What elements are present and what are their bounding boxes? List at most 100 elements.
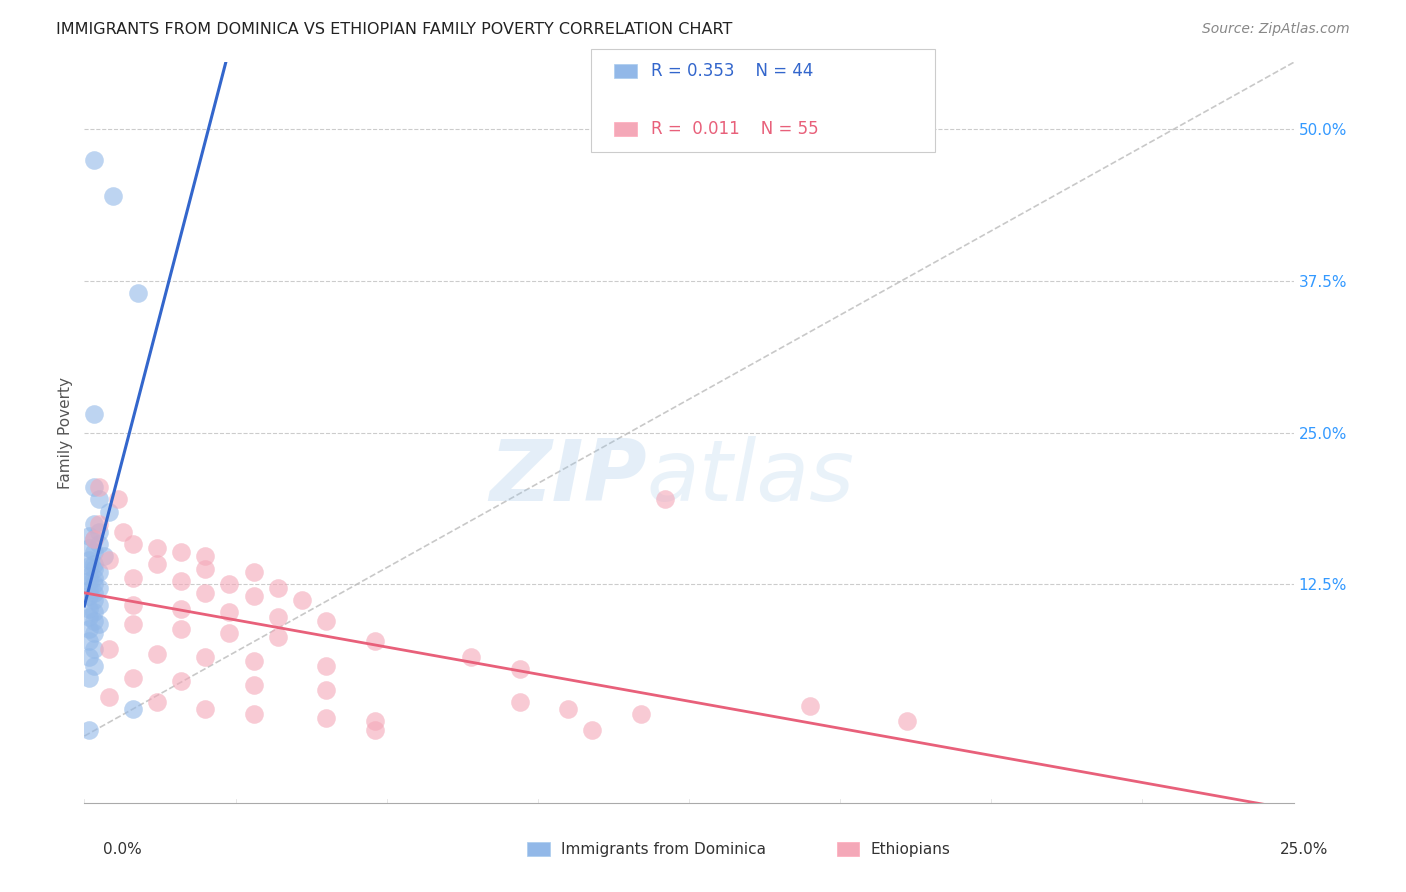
Text: 0.0%: 0.0% [103,842,142,856]
Point [127,286,149,301]
Point [83,544,105,558]
Point [77,559,100,574]
Point [363,714,385,729]
Point [77,634,100,648]
Point [77,541,100,555]
Point [218,577,240,591]
Point [87,492,110,507]
Point [315,658,337,673]
Point [83,480,105,494]
Point [83,641,105,656]
Point [121,671,143,685]
Point [83,577,105,591]
Point [654,492,676,507]
Point [630,707,652,722]
Point [77,569,100,583]
Point [315,682,337,697]
Point [267,581,290,595]
Point [87,565,110,579]
Point [83,593,105,607]
Point [509,695,531,709]
Point [77,723,100,737]
Point [83,533,105,547]
Text: atlas: atlas [647,435,855,518]
Point [97,504,120,518]
Point [77,601,100,615]
Point [87,598,110,612]
Point [87,537,110,551]
Point [77,610,100,624]
Point [83,571,105,585]
Point [581,723,603,737]
Point [170,574,193,588]
Point [77,622,100,636]
Point [103,189,125,203]
Text: Immigrants from Dominica: Immigrants from Dominica [561,842,766,856]
Point [83,614,105,628]
Text: ZIP: ZIP [489,435,647,518]
Point [121,571,143,585]
Point [509,662,531,676]
Point [242,654,264,668]
Point [218,626,240,640]
Point [83,658,105,673]
Point [83,605,105,619]
Point [460,650,482,665]
Point [121,617,143,632]
Point [107,492,129,507]
Point [146,541,169,555]
Point [87,516,110,531]
Point [242,707,264,722]
Point [77,553,100,567]
Point [315,711,337,725]
Point [83,561,105,575]
Point [83,626,105,640]
Point [799,698,821,713]
Point [83,516,105,531]
Point [97,690,120,705]
Point [194,586,217,600]
Point [87,581,110,595]
Point [77,574,100,588]
Point [363,634,385,648]
Point [242,590,264,604]
Point [83,533,105,547]
Text: Source: ZipAtlas.com: Source: ZipAtlas.com [1202,22,1350,37]
Point [87,617,110,632]
Point [83,408,105,422]
Point [170,622,193,636]
Point [170,674,193,689]
Point [218,605,240,619]
Point [242,565,264,579]
Point [194,650,217,665]
Point [77,583,100,598]
Point [112,525,135,540]
Point [146,695,169,709]
Point [291,593,314,607]
Point [896,714,918,729]
Text: R = 0.353    N = 44: R = 0.353 N = 44 [651,62,813,80]
Point [97,553,120,567]
Point [242,678,264,692]
Text: Ethiopians: Ethiopians [870,842,950,856]
Text: 25.0%: 25.0% [1281,842,1329,856]
Point [93,549,115,564]
Point [146,557,169,571]
Y-axis label: Family Poverty: Family Poverty [58,376,73,489]
Point [87,525,110,540]
Point [121,537,143,551]
Point [83,557,105,571]
Point [194,702,217,716]
Point [83,153,105,167]
Point [557,702,579,716]
Point [363,723,385,737]
Point [194,549,217,564]
Point [83,586,105,600]
Text: R =  0.011    N = 55: R = 0.011 N = 55 [651,120,818,138]
Point [121,702,143,716]
Point [77,590,100,604]
Point [77,529,100,543]
Point [97,641,120,656]
Point [77,650,100,665]
Point [267,630,290,644]
